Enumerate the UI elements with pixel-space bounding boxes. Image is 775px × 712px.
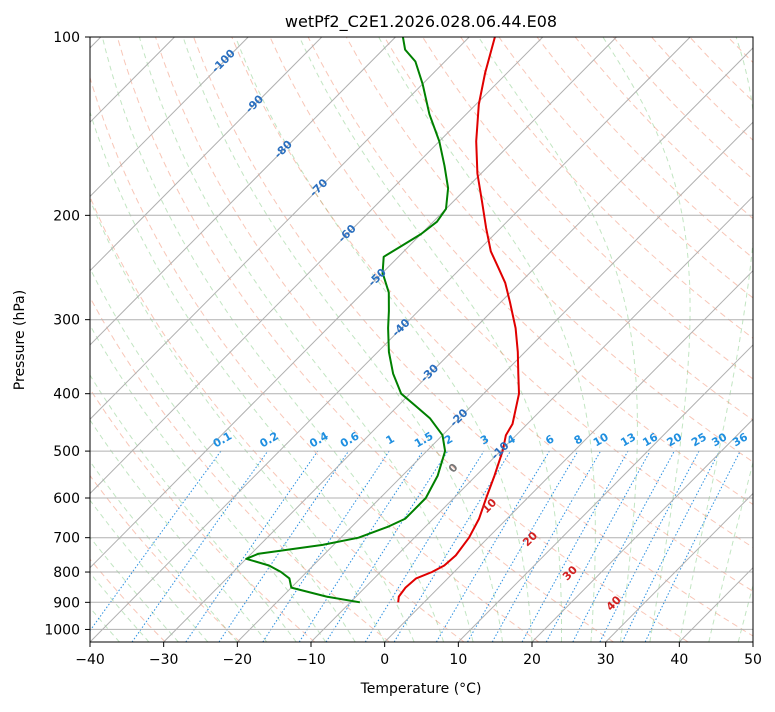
y-tick-label: 400 — [53, 387, 80, 403]
x-tick-label: 40 — [670, 652, 688, 668]
x-tick-label: −30 — [149, 652, 179, 668]
y-tick-label: 200 — [53, 208, 80, 224]
y-tick-label: 700 — [53, 531, 80, 547]
x-tick-label: −40 — [75, 652, 105, 668]
y-axis-label: Pressure (hPa) — [12, 290, 28, 390]
x-tick-label: 20 — [523, 652, 541, 668]
x-tick-label: −20 — [223, 652, 253, 668]
y-tick-label: 600 — [53, 491, 80, 507]
x-tick-label: 30 — [597, 652, 615, 668]
chart-title: wetPf2_C2E1.2026.028.06.44.E08 — [285, 12, 557, 32]
x-tick-label: 10 — [449, 652, 467, 668]
x-axis-label: Temperature (°C) — [360, 681, 482, 697]
y-tick-label: 500 — [53, 444, 80, 460]
y-tick-label: 100 — [53, 30, 80, 46]
x-tick-label: 50 — [744, 652, 762, 668]
x-tick-label: −10 — [296, 652, 326, 668]
y-tick-label: 800 — [53, 565, 80, 581]
y-tick-label: 300 — [53, 313, 80, 329]
y-tick-label: 900 — [53, 595, 80, 611]
x-tick-label: 0 — [380, 652, 389, 668]
y-tick-label: 1000 — [44, 622, 80, 638]
